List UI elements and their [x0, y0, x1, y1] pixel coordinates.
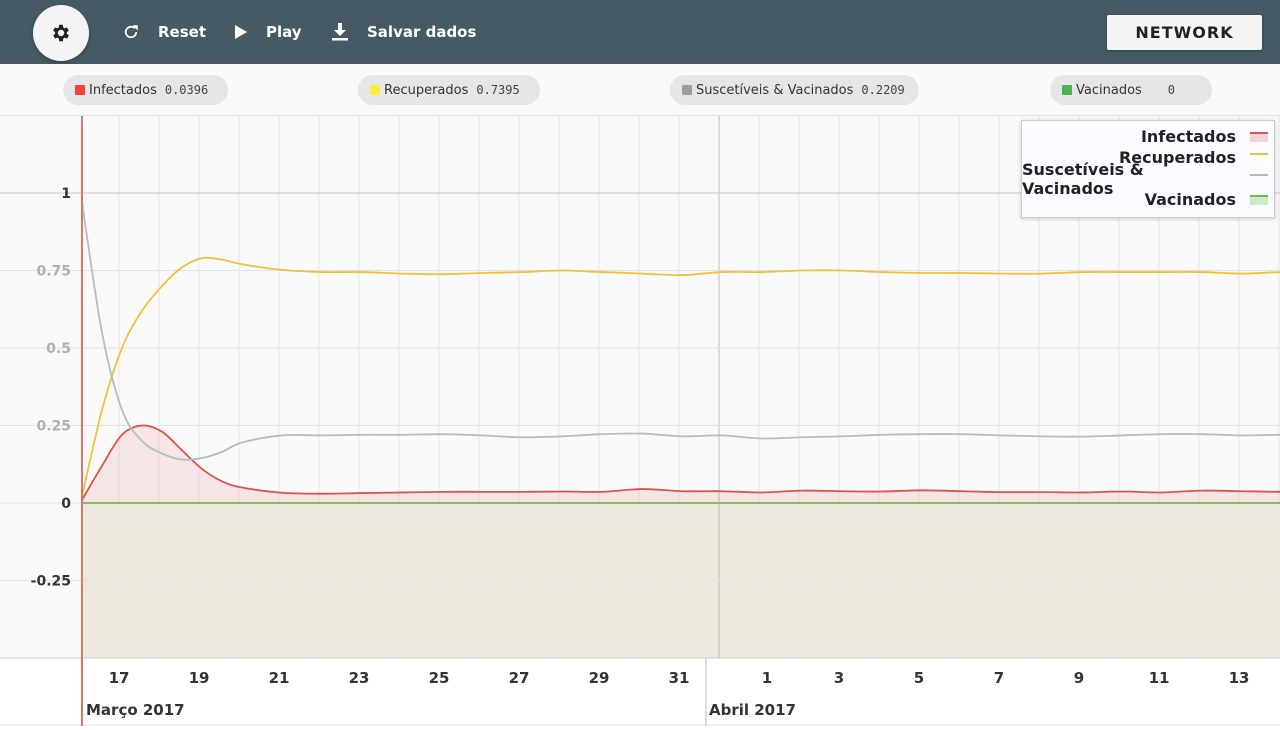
x-tick-label: 17 — [109, 669, 130, 687]
save-data-label: Salvar dados — [367, 23, 477, 41]
x-tick-label: 21 — [269, 669, 290, 687]
stat-name: Vacinados — [1076, 82, 1142, 98]
y-tick-label: 0 — [61, 496, 71, 512]
chart-legend: Infectados Recuperados Suscetíveis & Vac… — [1021, 120, 1275, 218]
play-icon — [235, 25, 247, 39]
x-tick-label: 19 — [189, 669, 210, 687]
vacinados-swatch — [1062, 85, 1072, 95]
y-tick-label: -0.25 — [31, 574, 71, 590]
toolbar: Reset Play Salvar dados NETWORK — [0, 0, 1280, 64]
stat-chip-infectados: Infectados 0.0396 — [63, 75, 228, 105]
legend-item-vacinados[interactable]: Vacinados — [1022, 189, 1268, 210]
x-tick-label: 9 — [1074, 669, 1084, 687]
x-tick-label: 7 — [994, 669, 1004, 687]
play-button[interactable]: Play — [234, 18, 302, 46]
save-data-button[interactable]: Salvar dados — [331, 18, 476, 46]
stat-chip-vacinados: Vacinados 0 — [1050, 75, 1212, 105]
stat-chip-suscetiveis: Suscetíveis & Vacinados 0.2209 — [670, 75, 919, 105]
legend-label: Vacinados — [1144, 190, 1236, 209]
y-tick-label: 0.5 — [46, 341, 71, 357]
legend-swatch — [1250, 173, 1268, 184]
legend-item-recuperados[interactable]: Recuperados — [1022, 147, 1268, 168]
suscetiveis-swatch — [682, 85, 692, 95]
legend-item-suscetiveis[interactable]: Suscetíveis & Vacinados — [1022, 160, 1268, 198]
legend-label: Infectados — [1140, 127, 1236, 146]
y-tick-label: 1 — [61, 186, 71, 202]
stat-name: Recuperados — [384, 82, 469, 98]
refresh-icon — [124, 25, 138, 39]
legend-swatch — [1250, 194, 1268, 205]
play-label: Play — [266, 23, 302, 41]
x-tick-label: 31 — [669, 669, 690, 687]
series-area-infectados — [82, 425, 1280, 503]
reset-label: Reset — [158, 23, 206, 41]
x-tick-label: 3 — [834, 669, 844, 687]
x-tick-label: 13 — [1229, 669, 1250, 687]
stat-value: 0.2209 — [861, 83, 905, 97]
gear-icon — [53, 24, 69, 42]
stat-value: 0.0396 — [164, 83, 209, 97]
legend-label: Recuperados — [1118, 148, 1236, 167]
x-tick-label: 5 — [914, 669, 924, 687]
stat-value: 0.7395 — [476, 83, 520, 97]
series-line-suscet-veis-vacinados — [81, 202, 1280, 461]
network-label: NETWORK — [1135, 23, 1234, 42]
infectados-swatch — [75, 85, 85, 95]
download-icon — [332, 23, 348, 41]
x-tick-label: 11 — [1149, 669, 1170, 687]
legend-swatch — [1250, 152, 1268, 163]
reset-button[interactable]: Reset — [122, 18, 206, 46]
legend-label: Suscetíveis & Vacinados — [1022, 159, 1144, 198]
month-label: Março 2017 — [86, 701, 185, 719]
series-line-recuperados — [81, 256, 1280, 498]
y-tick-label: 0.25 — [36, 419, 71, 435]
x-tick-label: 23 — [349, 669, 370, 687]
recuperados-swatch — [370, 85, 380, 95]
legend-item-infectados[interactable]: Infectados — [1022, 126, 1268, 147]
stat-name: Suscetíveis & Vacinados — [696, 82, 854, 98]
x-tick-label: 29 — [589, 669, 610, 687]
x-tick-label: 25 — [429, 669, 450, 687]
x-tick-label: 27 — [509, 669, 530, 687]
stats-bar: Infectados 0.0396 Recuperados 0.7395 Sus… — [0, 64, 1280, 116]
network-button[interactable]: NETWORK — [1107, 15, 1262, 50]
stat-chip-recuperados: Recuperados 0.7395 — [358, 75, 540, 105]
x-tick-label: 1 — [762, 669, 772, 687]
series-line-infectados — [81, 424, 1280, 501]
y-tick-label: 0.75 — [36, 264, 71, 280]
settings-button[interactable] — [33, 5, 89, 61]
legend-swatch — [1250, 131, 1268, 142]
stat-name: Infectados — [89, 82, 157, 98]
month-label: Abril 2017 — [709, 701, 796, 719]
stat-value: 0 — [1167, 83, 1176, 97]
